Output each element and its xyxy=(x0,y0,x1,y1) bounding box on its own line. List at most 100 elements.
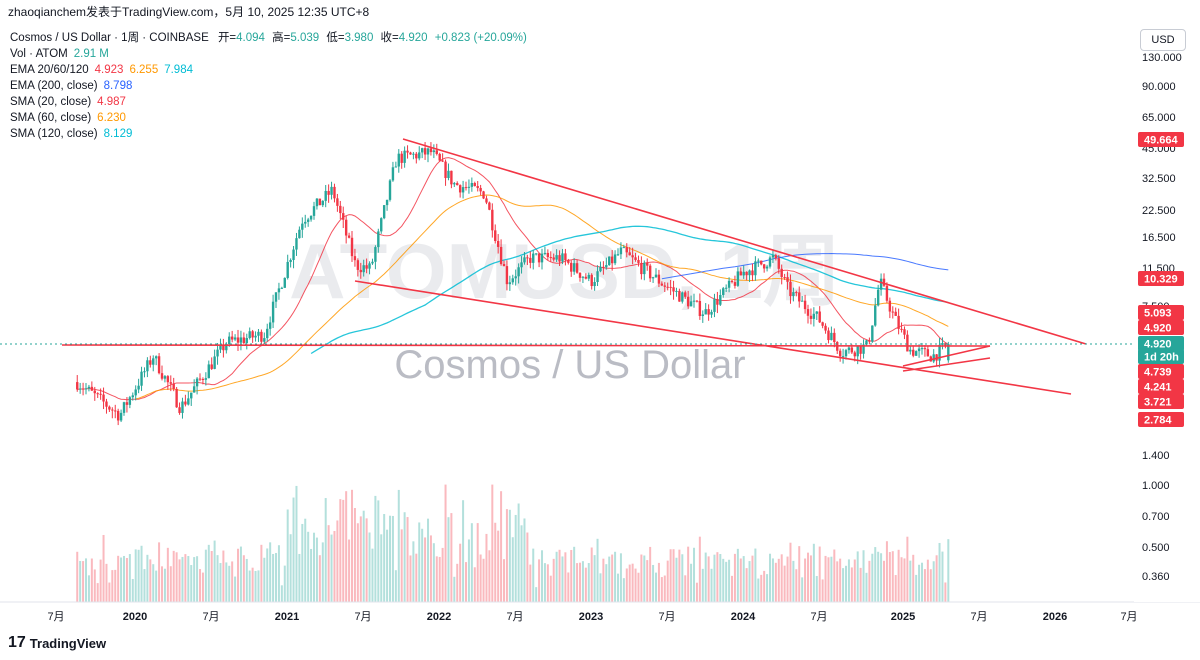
candle-body xyxy=(406,150,409,153)
low-value: 3.980 xyxy=(344,32,374,44)
legend-indicator-row[interactable]: SMA (20, close) 4.987 xyxy=(10,94,527,110)
volume-bar xyxy=(929,569,932,602)
volume-bar xyxy=(795,569,798,602)
candle-body xyxy=(748,270,751,276)
candle-body xyxy=(453,183,456,185)
volume-bar xyxy=(567,572,570,602)
candle-body xyxy=(534,253,538,255)
candle-body xyxy=(239,337,243,343)
candle-body xyxy=(529,257,532,263)
volume-bar xyxy=(625,568,628,602)
legend-indicator-row[interactable]: SMA (60, close) 6.230 xyxy=(10,110,527,126)
candle-body xyxy=(172,383,175,389)
candle-body xyxy=(125,402,129,405)
volume-bar xyxy=(660,577,663,602)
volume-bar xyxy=(374,495,377,602)
candle-body xyxy=(716,299,719,305)
candle-body xyxy=(760,260,763,265)
volume-bar xyxy=(225,562,228,602)
candle-body xyxy=(283,277,286,288)
volume-bar xyxy=(932,561,935,602)
volume-bar xyxy=(687,546,690,602)
volume-bar xyxy=(210,551,213,602)
candle-body xyxy=(122,402,126,413)
candle-body xyxy=(572,263,576,272)
candle-body xyxy=(868,340,871,342)
candle-body xyxy=(724,287,728,289)
volume-bar xyxy=(549,575,552,602)
candle-body xyxy=(903,329,906,335)
open-label: 开= xyxy=(217,32,237,44)
volume-bar xyxy=(570,549,573,602)
volume-bar xyxy=(514,514,517,602)
candle-body xyxy=(81,388,85,390)
volume-bar xyxy=(520,525,523,602)
time-tick-label: 7月 xyxy=(202,611,219,623)
candle-body xyxy=(622,247,626,249)
volume-bar xyxy=(251,567,254,602)
volume-bar xyxy=(859,567,862,602)
volume-bar xyxy=(780,554,783,602)
candle-body xyxy=(581,276,585,278)
volume-bar xyxy=(900,557,903,602)
candle-body xyxy=(143,371,146,373)
brand-name: TradingView xyxy=(29,635,107,651)
candle-body xyxy=(450,170,453,185)
candle-body xyxy=(219,344,222,350)
candle-body xyxy=(371,261,374,264)
volume-bar xyxy=(833,549,836,602)
volume-bar xyxy=(435,556,438,602)
candle-body xyxy=(833,332,836,343)
volume-bar xyxy=(868,560,871,602)
volume-bar xyxy=(652,564,655,602)
candle-body xyxy=(584,276,588,279)
candle-body xyxy=(160,373,164,379)
candle-body xyxy=(546,252,550,258)
volume-bar xyxy=(842,568,845,602)
volume-bar xyxy=(280,585,283,602)
legend-indicator-row[interactable]: EMA 20/60/120 4.923 6.255 7.984 xyxy=(10,62,527,78)
candle-body xyxy=(663,285,666,287)
candle-body xyxy=(397,153,400,167)
candle-body xyxy=(514,276,517,279)
volume-bar xyxy=(114,569,117,602)
volume-bar xyxy=(745,568,748,602)
volume-bar xyxy=(321,542,324,602)
candle-body xyxy=(739,271,742,276)
volume-bar xyxy=(131,578,134,602)
candle-body xyxy=(608,256,611,266)
legend-indicator-row[interactable]: SMA (120, close) 8.129 xyxy=(10,126,527,142)
volume-bar xyxy=(546,564,549,602)
tradingview-brand[interactable]: 17 TradingView xyxy=(8,634,106,652)
candle-body xyxy=(862,344,865,354)
candle-body xyxy=(394,166,398,168)
candle-body xyxy=(830,332,833,341)
candle-body xyxy=(757,260,760,262)
volume-bar xyxy=(918,564,921,602)
candle-body xyxy=(418,152,421,159)
time-tick-label: 2021 xyxy=(275,611,299,623)
legend-indicator-row[interactable]: Vol · ATOM 2.91 M xyxy=(10,46,527,62)
volume-bar xyxy=(421,528,424,602)
currency-button[interactable]: USD xyxy=(1140,29,1186,51)
volume-bar xyxy=(304,518,307,602)
candle-body xyxy=(362,265,365,273)
volume-bar xyxy=(169,566,172,602)
candle-body xyxy=(228,336,231,344)
symbol-title[interactable]: Cosmos / US Dollar · 1周 · COINBASE xyxy=(10,32,209,44)
legend-indicator-row[interactable]: EMA (200, close) 8.798 xyxy=(10,78,527,94)
volume-bar xyxy=(339,499,342,602)
volume-bar xyxy=(573,546,576,602)
time-tick-label: 7月 xyxy=(658,611,675,623)
candle-body xyxy=(254,335,257,338)
volume-bar xyxy=(593,555,596,602)
candle-body xyxy=(844,350,848,357)
candle-body xyxy=(765,266,769,269)
candle-body xyxy=(824,325,827,331)
candle-body xyxy=(292,249,295,260)
candle-body xyxy=(894,311,897,316)
candle-body xyxy=(353,256,357,261)
candle-body xyxy=(906,334,909,352)
candle-body xyxy=(610,256,614,264)
